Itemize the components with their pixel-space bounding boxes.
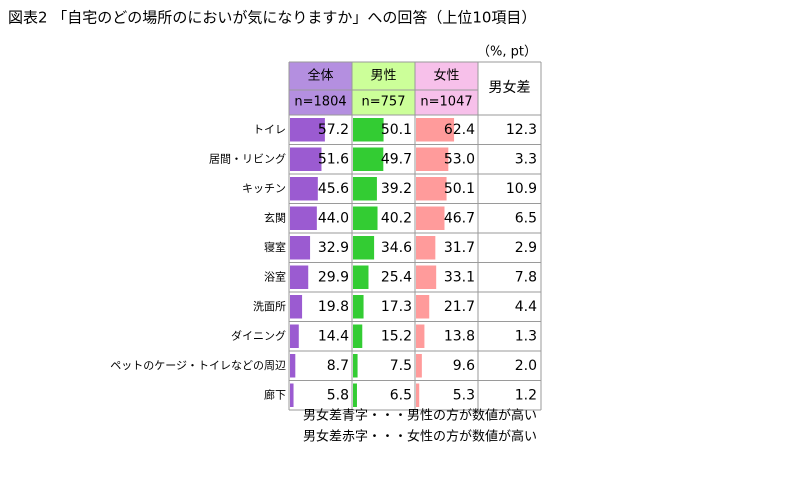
header-cell <box>352 62 415 115</box>
value-label: 32.9 <box>318 240 349 256</box>
unit-label: （%, pt） <box>477 45 537 60</box>
value-label: 6.5 <box>390 387 412 403</box>
value-label: 5.8 <box>327 387 349 403</box>
bar <box>353 383 357 407</box>
category-label: 浴室 <box>264 269 286 283</box>
value-label: 8.7 <box>327 358 349 374</box>
bar <box>290 236 311 260</box>
value-label: 7.5 <box>390 358 412 374</box>
diff-value: 12.3 <box>506 122 537 138</box>
bar <box>353 206 378 230</box>
header-cell <box>415 62 478 115</box>
diff-value: 1.2 <box>515 387 537 403</box>
bar <box>290 354 296 378</box>
value-label: 57.2 <box>318 122 349 138</box>
diff-value: 3.3 <box>515 151 537 167</box>
bar <box>353 177 377 201</box>
note: 男女差青字・・・男性の方が数値が高い <box>303 408 537 424</box>
value-label: 21.7 <box>444 299 475 315</box>
bar <box>290 206 317 230</box>
category-label: トイレ <box>253 123 286 136</box>
bar <box>416 206 445 230</box>
category-label: 居間・リビング <box>209 151 286 165</box>
note: 男女差赤字・・・女性の方が数値が高い <box>303 429 537 445</box>
bar <box>290 265 309 289</box>
series-sample: n=1804 <box>294 95 346 110</box>
bar <box>353 324 363 348</box>
value-label: 33.1 <box>444 269 475 285</box>
value-label: 44.0 <box>318 210 349 226</box>
bar <box>290 295 303 319</box>
category-label: 玄関 <box>264 210 286 224</box>
value-label: 13.8 <box>444 328 475 344</box>
series-sample: n=1047 <box>420 95 472 110</box>
bar <box>416 383 420 407</box>
value-label: 9.6 <box>453 358 475 374</box>
series-name: 男性 <box>370 69 396 84</box>
chart-title: 図表2 「自宅のどの場所のにおいが気になりますか」への回答（上位10項目） <box>8 9 536 27</box>
bar <box>290 147 322 171</box>
diff-value: 6.5 <box>515 210 537 226</box>
bar <box>353 265 369 289</box>
value-label: 34.6 <box>381 240 412 256</box>
bar <box>290 177 318 201</box>
bar <box>416 324 425 348</box>
diff-header: 男女差 <box>489 79 531 96</box>
bar <box>290 383 294 407</box>
diff-value: 4.4 <box>515 299 537 315</box>
value-label: 50.1 <box>444 181 475 197</box>
diff-value: 10.9 <box>506 181 537 197</box>
category-label: 廊下 <box>264 387 286 401</box>
bar <box>353 236 375 260</box>
value-label: 14.4 <box>318 328 349 344</box>
value-label: 50.1 <box>381 122 412 138</box>
category-label: 洗面所 <box>253 300 286 313</box>
value-label: 40.2 <box>381 210 412 226</box>
bar <box>416 118 455 142</box>
value-label: 19.8 <box>318 299 349 315</box>
bar <box>416 295 430 319</box>
bar <box>353 118 384 142</box>
bar <box>290 118 325 142</box>
value-label: 29.9 <box>318 269 349 285</box>
value-label: 25.4 <box>381 269 412 285</box>
diff-value: 2.0 <box>515 358 537 374</box>
series-sample: n=757 <box>362 95 406 110</box>
category-label: ペットのケージ・トイレなどの周辺 <box>110 359 286 372</box>
series-name: 全体 <box>307 68 333 84</box>
diff-value: 7.8 <box>515 269 537 285</box>
value-label: 51.6 <box>318 151 349 167</box>
value-label: 31.7 <box>444 240 475 256</box>
value-label: 5.3 <box>453 387 475 403</box>
value-label: 53.0 <box>444 151 475 167</box>
bar <box>416 177 447 201</box>
bar <box>290 324 299 348</box>
value-label: 39.2 <box>381 181 412 197</box>
bar <box>353 354 358 378</box>
bar <box>353 147 384 171</box>
value-label: 62.4 <box>444 122 475 138</box>
bar <box>416 265 437 289</box>
bar <box>353 295 364 319</box>
series-name: 女性 <box>433 68 459 84</box>
bar <box>416 236 436 260</box>
value-label: 49.7 <box>381 151 412 167</box>
value-label: 17.3 <box>381 299 412 315</box>
category-label: 寝室 <box>264 240 286 254</box>
diff-value: 1.3 <box>515 328 537 344</box>
value-label: 46.7 <box>444 210 475 226</box>
bar <box>416 354 422 378</box>
header-cell <box>289 62 352 115</box>
diff-value: 2.9 <box>515 240 537 256</box>
category-label: ダイニング <box>231 328 286 342</box>
value-label: 15.2 <box>381 328 412 344</box>
category-label: キッチン <box>242 182 286 195</box>
value-label: 45.6 <box>318 181 349 197</box>
bar <box>416 147 449 171</box>
